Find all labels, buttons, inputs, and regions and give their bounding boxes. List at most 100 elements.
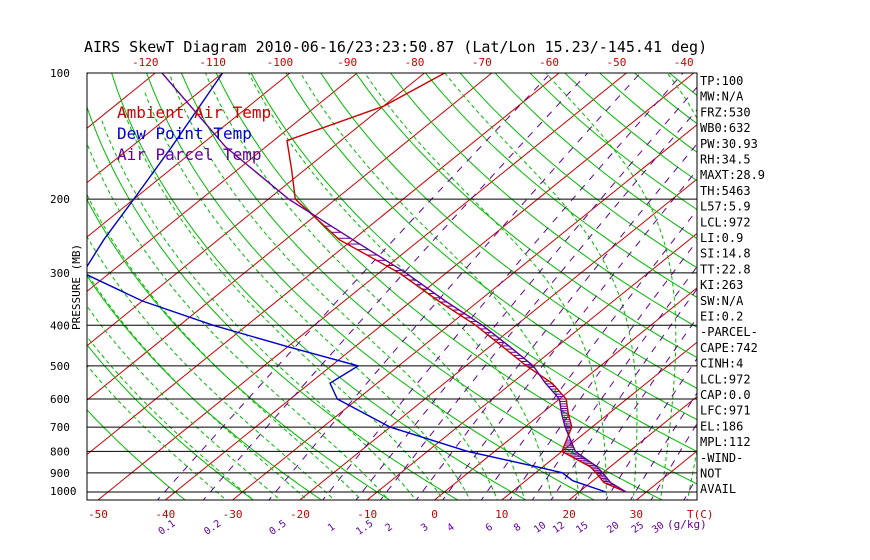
top-temp-tick-label: -80 xyxy=(405,56,425,69)
series-line-0 xyxy=(286,73,627,493)
index-item: CINH:4 xyxy=(700,357,743,371)
index-item: EI:0.2 xyxy=(700,310,743,324)
legend-air-parcel-temp: Air Parcel Temp xyxy=(117,145,262,164)
mixing-ratio-tick-label: 0.5 xyxy=(268,518,289,537)
chart-title: AIRS SkewT Diagram 2010-06-16/23:23:50.8… xyxy=(84,38,707,56)
index-item: SW:N/A xyxy=(700,294,744,308)
isotherm-line xyxy=(0,73,21,503)
top-temp-tick-label: -110 xyxy=(199,56,226,69)
mixing-ratio-tick-label: 0.1 xyxy=(157,518,178,537)
index-item: PW:30.93 xyxy=(700,137,758,151)
index-item: MAXT:28.9 xyxy=(700,168,765,182)
pressure-tick-label: 700 xyxy=(50,421,70,434)
index-item: -PARCEL- xyxy=(700,325,758,339)
series-line-2 xyxy=(161,73,627,493)
moist-adiabat-line xyxy=(444,73,638,500)
mixing-ratio-tick-label: 2 xyxy=(384,522,395,534)
mixing-ratio-tick-label: 30 xyxy=(650,520,666,536)
moist-adiabat-line xyxy=(87,272,309,500)
top-temp-tick-label: -70 xyxy=(472,56,492,69)
pressure-tick-label: 800 xyxy=(50,445,70,458)
index-item: AVAIL xyxy=(700,482,736,496)
pressure-tick-label: 100 xyxy=(50,67,70,80)
index-item: FRZ:530 xyxy=(700,105,751,119)
mixing-ratio-line xyxy=(322,73,684,500)
index-item: CAP:0.0 xyxy=(700,388,751,402)
legend-dew-point-temp: Dew Point Temp xyxy=(117,124,252,143)
index-item: -WIND- xyxy=(700,451,743,465)
mixing-ratio-line xyxy=(650,422,697,500)
index-item: EL:186 xyxy=(700,419,743,433)
top-temp-tick-label: -40 xyxy=(674,56,694,69)
pressure-tick-label: 900 xyxy=(50,467,70,480)
top-temp-tick-label: -60 xyxy=(539,56,559,69)
isotherm-line xyxy=(501,341,697,500)
mixing-ratio-tick-label: 20 xyxy=(605,520,621,536)
dry-adiabat-line xyxy=(320,73,697,389)
isotherm-line xyxy=(87,73,358,292)
pressure-tick-label: 500 xyxy=(50,360,70,373)
top-temp-tick-label: -120 xyxy=(132,56,159,69)
index-item: NOT xyxy=(700,467,722,481)
moist-adiabat-line xyxy=(121,106,444,500)
bottom-temp-tick-label: -50 xyxy=(88,508,108,521)
mixing-ratio-tick-label: 1 xyxy=(326,522,337,534)
mixing-ratio-tick-label: 4 xyxy=(445,522,456,534)
top-temp-tick-label: -50 xyxy=(606,56,626,69)
dry-adiabat-line xyxy=(250,73,697,453)
dry-adiabat-line xyxy=(355,73,697,359)
index-item: L57:5.9 xyxy=(700,200,751,214)
isotherm-line xyxy=(87,73,493,401)
isotherm-line xyxy=(835,73,870,503)
moist-adiabat-line xyxy=(545,73,677,500)
index-item: MPL:112 xyxy=(700,435,751,449)
bottom-temp-tick-label: 10 xyxy=(495,508,508,521)
mixing-ratio-line xyxy=(379,109,697,500)
mixing-ratio-line xyxy=(550,288,697,500)
pressure-tick-label: 400 xyxy=(50,319,70,332)
dry-adiabat-line xyxy=(774,73,870,503)
pressure-tick-label: 1000 xyxy=(50,485,77,498)
mixing-ratio-line xyxy=(355,86,697,500)
moist-adiabat-line xyxy=(101,120,417,500)
index-item: MW:N/A xyxy=(700,90,744,104)
legend-ambient-air-temp: Ambient Air Temp xyxy=(117,103,271,122)
mixing-ratio-line xyxy=(268,73,641,500)
bottom-temp-tick-label: 0 xyxy=(431,508,438,521)
mixing-ratio-line xyxy=(605,357,697,500)
isotherm-line xyxy=(87,73,291,238)
series-line-1 xyxy=(87,73,607,493)
mixing-ratio-tick-label: 3 xyxy=(419,522,430,534)
index-item: RH:34.5 xyxy=(700,153,751,167)
moist-adiabat-line xyxy=(87,142,390,500)
bottom-temp-tick-label: -20 xyxy=(290,508,310,521)
pressure-tick-label: 300 xyxy=(50,267,70,280)
isotherm-line xyxy=(97,73,627,500)
index-item: CAPE:742 xyxy=(700,341,758,355)
pressure-tick-label: 600 xyxy=(50,393,70,406)
isotherm-line xyxy=(568,396,697,500)
mixing-ratio-tick-label: 6 xyxy=(484,522,495,534)
dry-adiabat-line xyxy=(739,73,870,503)
mixing-ratio-line xyxy=(415,143,697,500)
moist-adiabat-line xyxy=(204,73,526,500)
bottom-temp-tick-label: -10 xyxy=(357,508,377,521)
bottom-temp-tick-label: -40 xyxy=(155,508,175,521)
isotherm-line xyxy=(433,287,697,500)
index-item: KI:263 xyxy=(700,278,743,292)
dry-adiabat-line xyxy=(459,73,697,269)
plot-area xyxy=(0,73,870,503)
mixing-ratio-tick-label: 15 xyxy=(574,520,590,536)
isotherm-line xyxy=(231,124,697,500)
index-item: LFC:971 xyxy=(700,404,751,418)
dry-adiabat-line xyxy=(390,73,697,328)
index-item: TT:22.8 xyxy=(700,262,751,276)
mixing-ratio-line xyxy=(480,209,697,500)
dry-adiabat-line xyxy=(494,73,697,240)
moist-adiabat-line xyxy=(300,73,580,500)
mixing-ratio-tick-label: 12 xyxy=(551,520,567,536)
legend: Ambient Air Temp Dew Point Temp Air Parc… xyxy=(117,103,271,164)
dry-adiabat-line xyxy=(285,73,697,421)
y-axis-label: PRESSURE (MB) xyxy=(70,244,83,330)
